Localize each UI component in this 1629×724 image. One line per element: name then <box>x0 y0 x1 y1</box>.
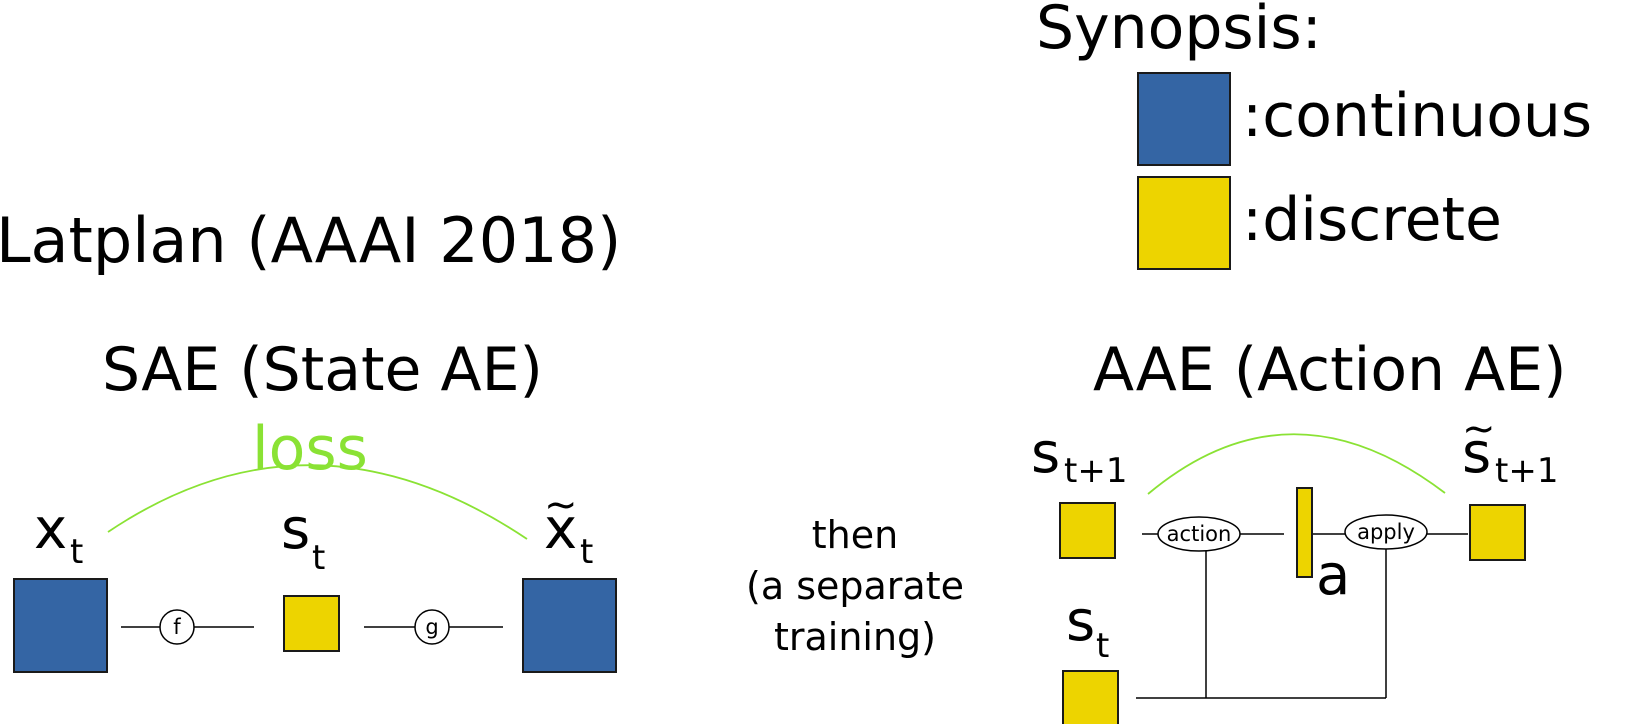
aae-next-state-box <box>1059 502 1116 559</box>
aae-action-var: a <box>1316 543 1350 608</box>
sae-latent-box <box>283 595 340 652</box>
aae-action-label: action <box>1167 522 1232 546</box>
aae-next-state-var: s <box>1031 421 1060 486</box>
aae-apply-label: apply <box>1357 520 1415 544</box>
sae-decoder-label: g <box>425 615 438 639</box>
note-line2: (a separate <box>746 564 964 608</box>
sae-diagram: SAE (State AE) loss x t f s t g ~ x t <box>13 335 617 673</box>
aae-current-state-sub: t <box>1096 626 1109 666</box>
aae-action-node <box>1157 516 1241 552</box>
separate-training-note: then (a separate training) <box>746 513 964 659</box>
sae-decoder-node <box>414 609 450 645</box>
aae-diagram: AAE (Action AE) s t+1 s t action a apply… <box>1031 335 1567 724</box>
aae-action-latent-box <box>1296 487 1313 578</box>
aae-apply-node <box>1344 514 1428 550</box>
aae-next-state-sub: t+1 <box>1064 451 1127 491</box>
sae-output-tilde: ~ <box>544 482 578 528</box>
sae-input-var: x <box>34 497 67 562</box>
note-line1: then <box>812 513 898 557</box>
aae-current-state-var: s <box>1066 589 1095 654</box>
aae-recon-box <box>1469 504 1526 561</box>
sae-loss-arc <box>107 464 528 540</box>
aae-title: AAE (Action AE) <box>1093 335 1567 405</box>
sae-loss-label: loss <box>252 414 368 484</box>
aae-recon-sub: t+1 <box>1495 451 1558 491</box>
legend-discrete-swatch <box>1137 176 1231 270</box>
sae-encoder-node <box>159 609 195 645</box>
legend-discrete-label: :discrete <box>1242 185 1502 255</box>
sae-title: SAE (State AE) <box>102 335 543 405</box>
legend-continuous-swatch <box>1137 72 1231 166</box>
sae-latent-var: s <box>281 497 310 562</box>
sae-encoder-label: f <box>173 615 181 639</box>
legend-continuous-label: :continuous <box>1242 81 1592 151</box>
latplan-title: Latplan (AAAI 2018) <box>0 204 621 277</box>
sae-output-sub: t <box>580 532 593 572</box>
sae-input-sub: t <box>70 532 83 572</box>
sae-input-box <box>13 578 108 673</box>
sae-latent-sub: t <box>312 538 325 578</box>
aae-loss-arc <box>1147 433 1446 495</box>
sae-output-box <box>522 578 617 673</box>
synopsis-legend: Synopsis: :continuous :discrete <box>1036 0 1592 270</box>
sae-output-var: x <box>544 497 577 562</box>
aae-recon-var: s <box>1462 421 1491 486</box>
synopsis-title: Synopsis: <box>1036 0 1322 63</box>
note-line3: training) <box>774 615 936 659</box>
aae-recon-tilde: ~ <box>1462 406 1496 452</box>
aae-current-state-box <box>1062 670 1119 724</box>
